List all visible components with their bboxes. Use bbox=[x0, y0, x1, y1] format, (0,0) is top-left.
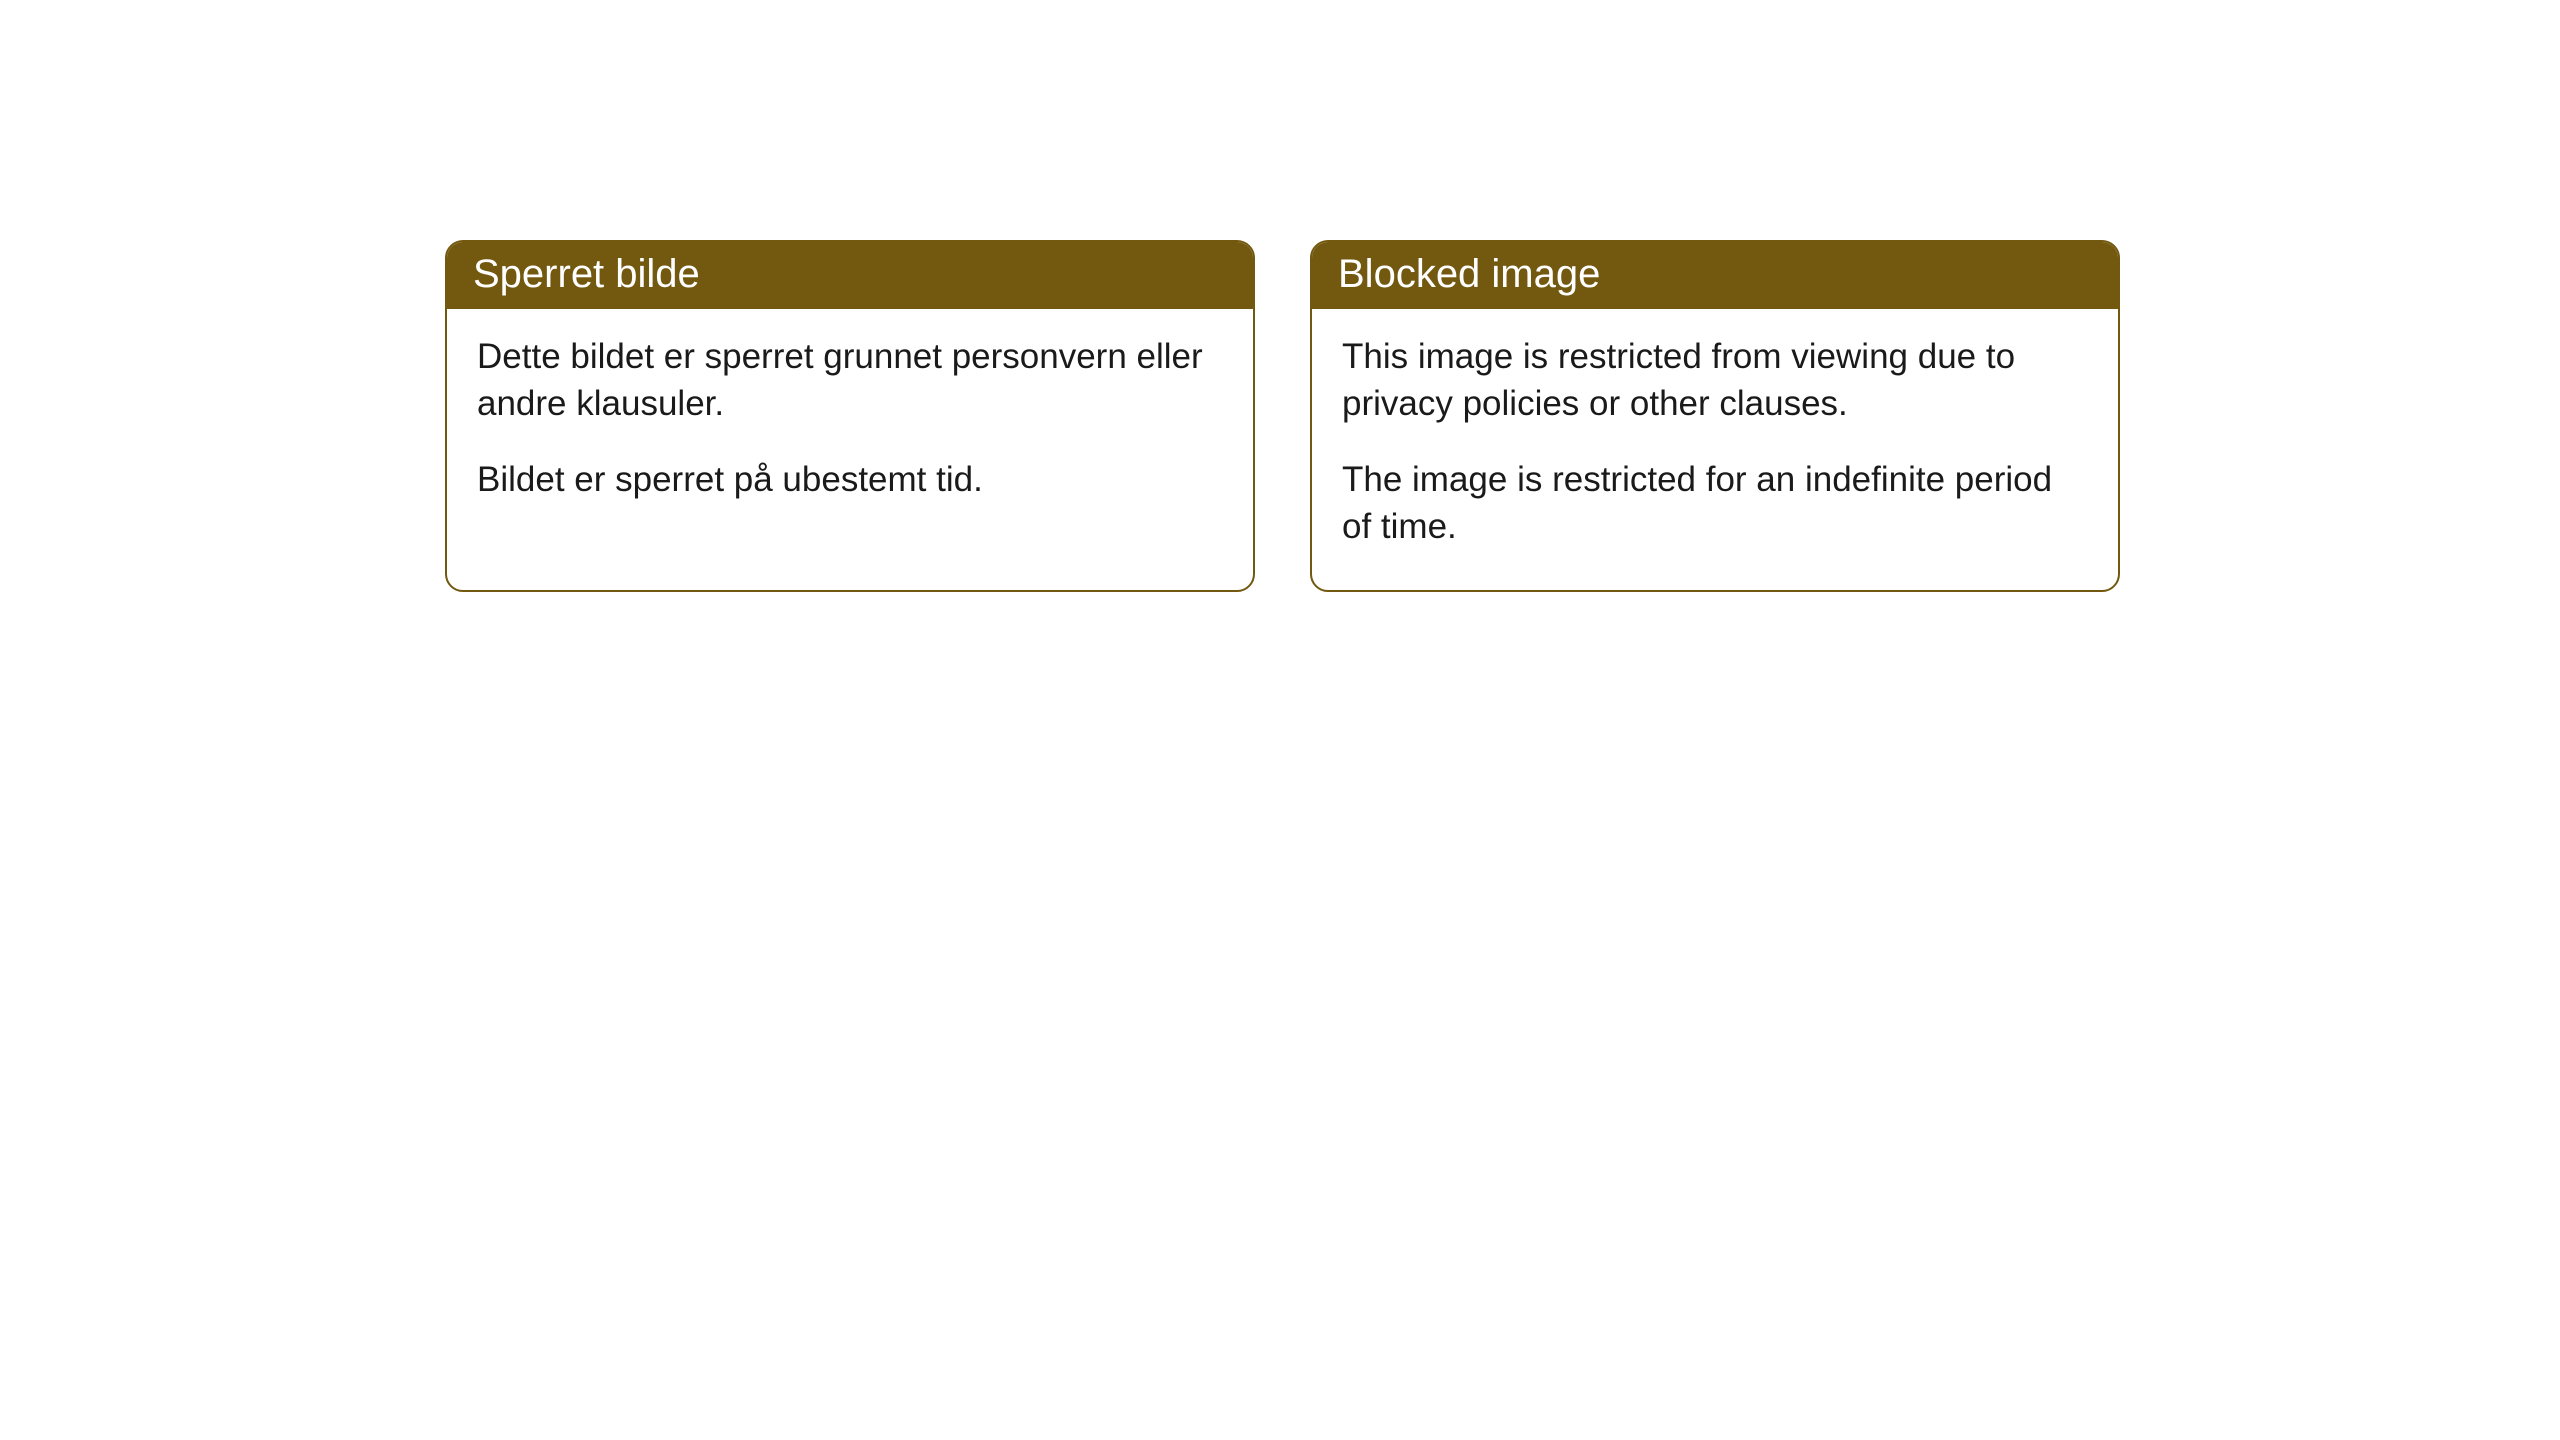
card-message-line-1: This image is restricted from viewing du… bbox=[1342, 333, 2088, 428]
blocked-image-card-english: Blocked image This image is restricted f… bbox=[1310, 240, 2120, 592]
card-message-line-2: The image is restricted for an indefinit… bbox=[1342, 456, 2088, 551]
card-body: Dette bildet er sperret grunnet personve… bbox=[447, 309, 1253, 543]
card-header: Blocked image bbox=[1312, 242, 2118, 309]
card-title: Sperret bilde bbox=[473, 252, 700, 296]
blocked-image-card-norwegian: Sperret bilde Dette bildet er sperret gr… bbox=[445, 240, 1255, 592]
card-message-line-2: Bildet er sperret på ubestemt tid. bbox=[477, 456, 1223, 503]
card-title: Blocked image bbox=[1338, 252, 1600, 296]
card-header: Sperret bilde bbox=[447, 242, 1253, 309]
card-message-line-1: Dette bildet er sperret grunnet personve… bbox=[477, 333, 1223, 428]
card-body: This image is restricted from viewing du… bbox=[1312, 309, 2118, 590]
notice-card-container: Sperret bilde Dette bildet er sperret gr… bbox=[0, 0, 2560, 592]
